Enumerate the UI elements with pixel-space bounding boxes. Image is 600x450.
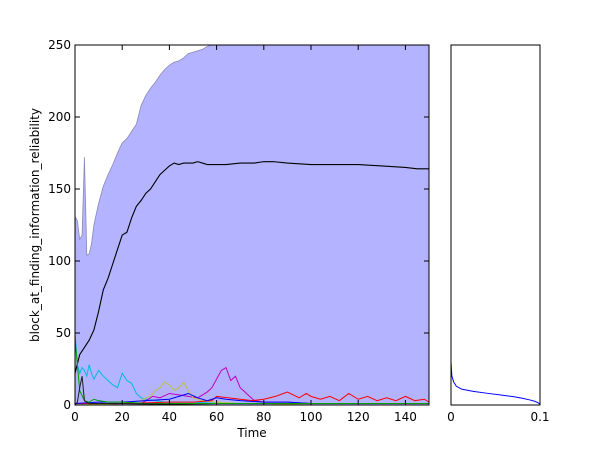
x-tick-label: 60 <box>209 410 224 424</box>
marginal-density-chart: 0 0.1 <box>447 44 550 424</box>
y-tick-label: 150 <box>48 182 71 196</box>
x-tick-label: 120 <box>347 410 370 424</box>
side-x-tick-label: 0 <box>447 410 455 424</box>
y-tick-label: 50 <box>56 326 71 340</box>
x-tick-label: 100 <box>300 410 323 424</box>
side-plot-area <box>451 45 540 405</box>
series-line-1 <box>74 161 429 374</box>
density-line-1 <box>450 361 541 405</box>
y-tick-label: 100 <box>48 254 71 268</box>
x-tick-label: 40 <box>162 410 177 424</box>
confidence-band-layer <box>74 44 430 406</box>
y-tick-label: 0 <box>63 398 71 412</box>
y-axis-label: block_at_finding_information_reliability <box>28 108 42 342</box>
y-axis-ticks: 0 50 100 150 200 250 <box>48 38 429 412</box>
x-tick-label: 140 <box>394 410 417 424</box>
series-line-2 <box>74 332 429 405</box>
x-tick-label: 20 <box>115 410 130 424</box>
side-plot-frame <box>450 44 541 406</box>
series-line-5 <box>75 391 430 405</box>
x-tick-label: 80 <box>256 410 271 424</box>
x-tick-label: 0 <box>71 410 79 424</box>
density-series-layer <box>450 361 541 405</box>
x-axis-ticks: 0 20 40 60 80 100 120 140 <box>71 45 417 424</box>
side-x-axis-ticks: 0 0.1 <box>447 45 550 424</box>
main-plot-frame <box>74 44 430 406</box>
y-tick-label: 200 <box>48 110 71 124</box>
y-tick-label: 250 <box>48 38 71 52</box>
confidence-band <box>74 44 430 406</box>
x-axis-label: Time <box>236 426 266 440</box>
side-x-tick-label: 0.1 <box>530 410 549 424</box>
